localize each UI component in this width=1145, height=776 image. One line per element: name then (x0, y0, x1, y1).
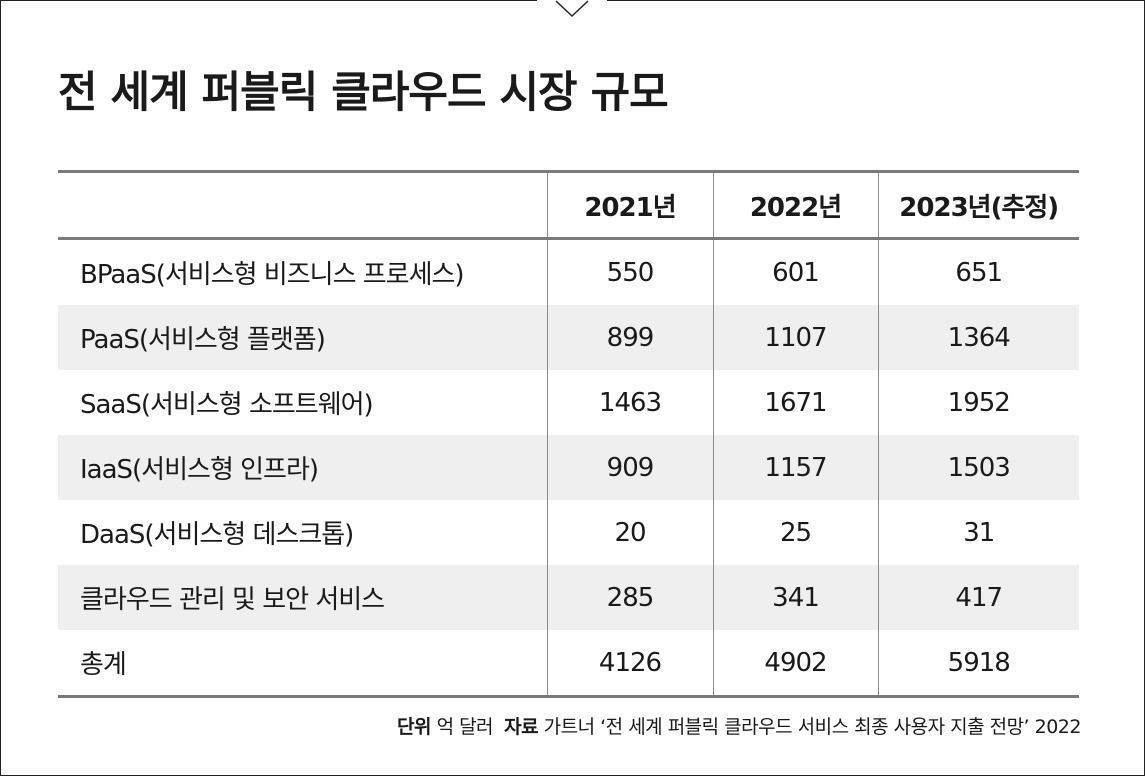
source-label: 자료 (504, 716, 539, 738)
notch (537, 0, 607, 27)
source-note: 단위 억 달러 자료 가트너 ‘전 세계 퍼블릭 클라우드 서비스 최종 사용자… (397, 712, 1081, 739)
table-row: DaaS(서비스형 데스크톱) 20 25 31 (58, 500, 1079, 565)
table-cell: 31 (877, 500, 1079, 565)
table-cell: 285 (546, 565, 713, 630)
table-cell: 550 (546, 238, 713, 305)
table-cell: 5918 (877, 630, 1079, 697)
table-cell: 899 (546, 305, 713, 370)
table-row: IaaS(서비스형 인프라) 909 1157 1503 (58, 435, 1079, 500)
table-cell: 1503 (877, 435, 1079, 500)
row-label: IaaS(서비스형 인프라) (58, 435, 547, 500)
table-cell: 20 (546, 500, 713, 565)
unit-value: 억 달러 (436, 716, 494, 738)
table-row: SaaS(서비스형 소프트웨어) 1463 1671 1952 (58, 370, 1079, 435)
table-cell: 1157 (712, 435, 878, 500)
table-row: BPaaS(서비스형 비즈니스 프로세스) 550 601 651 (58, 238, 1079, 305)
table-cell: 417 (877, 565, 1079, 630)
table-cell: 25 (712, 500, 878, 565)
table-row: 클라우드 관리 및 보안 서비스 285 341 417 (58, 565, 1079, 630)
table-cell: 4902 (712, 630, 878, 697)
table-cell: 1364 (877, 305, 1079, 370)
row-label: DaaS(서비스형 데스크톱) (80, 520, 354, 550)
row-label: PaaS(서비스형 플랫폼) (58, 305, 547, 370)
table-row: 총계 4126 4902 5918 (58, 630, 1079, 697)
table-cell: 1463 (546, 370, 713, 435)
table-cell: 1952 (877, 370, 1079, 435)
table-cell: 909 (546, 435, 713, 500)
chart-title: 전 세계 퍼블릭 클라우드 시장 규모 (58, 68, 669, 118)
table-cell: 651 (877, 238, 1079, 305)
source-value: 가트너 ‘전 세계 퍼블릭 클라우드 서비스 최종 사용자 지출 전망’ 202… (543, 716, 1082, 738)
table-cell: 1671 (712, 370, 878, 435)
table-cell: 341 (712, 565, 878, 630)
row-label: SaaS(서비스형 소프트웨어) (80, 390, 374, 420)
header-row: 2021년 2022년 2023년(추정) (58, 171, 1079, 240)
chevron-down-icon (555, 0, 589, 18)
data-table: 2021년 2022년 2023년(추정) BPaaS(서비스형 비즈니스 프로… (58, 170, 1079, 698)
table-cell: 4126 (546, 630, 713, 697)
table-row: PaaS(서비스형 플랫폼) 899 1107 1364 (58, 305, 1079, 370)
row-label: 클라우드 관리 및 보안 서비스 (58, 565, 547, 630)
row-label: BPaaS(서비스형 비즈니스 프로세스) (80, 260, 465, 290)
column-header (58, 171, 547, 240)
column-header: 2023년(추정) (877, 171, 1079, 240)
column-header: 2021년 (546, 171, 713, 240)
table-cell: 601 (712, 238, 878, 305)
unit-label: 단위 (397, 716, 432, 738)
table-cell: 1107 (712, 305, 878, 370)
row-label: 총계 (80, 650, 127, 680)
column-header: 2022년 (712, 171, 878, 240)
